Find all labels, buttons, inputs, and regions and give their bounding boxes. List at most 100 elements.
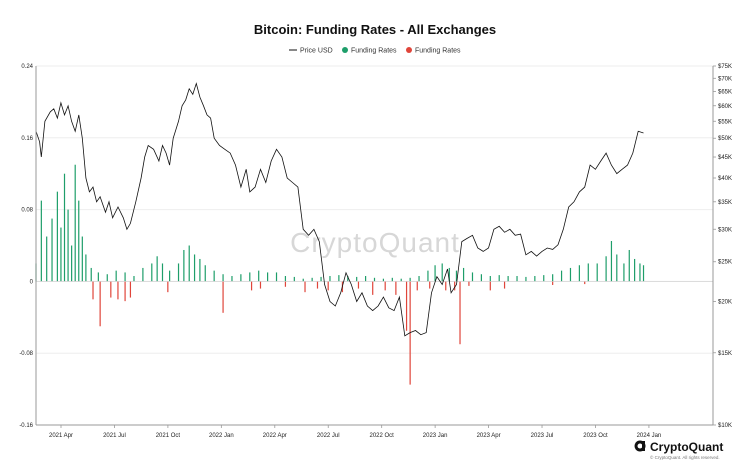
funding-bar-positive — [338, 275, 340, 282]
right-tick-label: $10K — [718, 423, 732, 429]
funding-bar-negative — [384, 281, 386, 291]
right-tick-label: $15K — [718, 351, 732, 357]
funding-bar-negative — [372, 281, 374, 295]
funding-bar-negative — [503, 281, 506, 289]
right-tick-label: $50K — [718, 136, 732, 142]
left-axis: 0.24 0.16 0.08 0 -0.08 -0.16 — [19, 64, 33, 429]
funding-bar-negative — [99, 281, 101, 327]
funding-bar-positive — [329, 276, 331, 282]
funding-bar-positive — [480, 274, 482, 282]
funding-bar-positive — [578, 265, 580, 282]
x-tick-label: 2022 Oct — [370, 433, 395, 439]
funding-bar-positive — [81, 236, 83, 282]
x-tick-label: 2022 Jul — [317, 433, 340, 439]
legend-green-dot-icon — [342, 47, 348, 53]
funding-bar-positive — [623, 263, 625, 282]
funding-bar-positive — [177, 263, 180, 282]
funding-bar-positive — [610, 241, 613, 282]
funding-bar-positive — [616, 254, 618, 282]
right-tick-label: $25K — [718, 260, 732, 266]
x-tick-label: 2021 Jul — [103, 433, 126, 439]
funding-bar-positive — [249, 272, 251, 282]
funding-bar-positive — [46, 236, 48, 282]
funding-bar-negative — [552, 281, 554, 285]
left-tick-label: 0 — [30, 279, 34, 285]
funding-bar-positive — [441, 263, 443, 282]
funding-bar-positive — [74, 164, 76, 282]
funding-bar-negative — [357, 281, 360, 289]
right-tick-label: $60K — [718, 104, 732, 110]
watermark: CryptoQuant — [290, 227, 460, 258]
funding-bar-positive — [142, 267, 144, 282]
right-tick-label: $70K — [718, 76, 732, 82]
funding-bar-positive — [293, 276, 295, 282]
right-tick-label: $40K — [718, 176, 732, 182]
funding-bar-positive — [516, 276, 518, 282]
funding-bar-positive — [382, 278, 385, 282]
funding-bar-positive — [222, 274, 224, 282]
funding-bar-positive — [85, 254, 87, 282]
funding-bar-positive — [642, 265, 645, 282]
funding-bar-negative — [416, 281, 418, 291]
chart-legend: Price USD Funding Rates Funding Rates — [289, 47, 461, 55]
funding-bar-positive — [90, 267, 92, 282]
funding-bar-negative — [259, 281, 262, 289]
funding-bar-positive — [427, 270, 429, 282]
legend-red-dot-icon — [406, 47, 412, 53]
price-line — [35, 82, 644, 337]
funding-bar-positive — [97, 272, 99, 282]
brand-copyright: © CryptoQuant. All rights reserved. — [650, 454, 720, 460]
x-tick-label: 2024 Jan — [637, 433, 662, 439]
funding-bar-positive — [213, 270, 215, 282]
funding-bar-positive — [525, 276, 527, 282]
funding-bar-positive — [462, 267, 465, 282]
x-tick-label: 2021 Oct — [156, 433, 181, 439]
funding-bar-positive — [71, 245, 73, 282]
funding-bar-positive — [156, 256, 158, 282]
funding-bar-positive — [560, 270, 563, 282]
left-tick-label: 0.16 — [21, 136, 33, 142]
funding-bar-positive — [275, 272, 278, 282]
funding-bar-positive — [56, 191, 58, 282]
funding-bar-negative — [316, 281, 319, 289]
funding-bar-negative — [454, 281, 456, 291]
funding-bar-positive — [258, 270, 260, 282]
left-tick-label: -0.08 — [19, 351, 33, 357]
funding-bar-positive — [489, 276, 491, 282]
funding-bar-negative — [489, 281, 491, 291]
right-axis: $75K $70K $65K $60K $55K $50K $45K $40K $35K $30K… — [713, 64, 732, 429]
funding-bar-positive — [634, 258, 636, 282]
funding-bar-positive — [124, 272, 126, 282]
funding-bar-positive — [471, 272, 474, 282]
funding-bar-positive — [347, 276, 349, 282]
funding-bar-positive — [231, 276, 233, 282]
funding-bar-positive — [534, 276, 536, 282]
funding-bar-positive — [267, 272, 269, 282]
funding-bar-positive — [188, 245, 190, 282]
funding-bar-negative — [124, 281, 126, 302]
funding-bar-negative — [92, 281, 94, 300]
x-tick-label: 2022 Jan — [209, 433, 234, 439]
funding-bar-positive — [628, 249, 630, 282]
left-tick-label: 0.08 — [21, 208, 33, 214]
funding-bar-negative — [584, 281, 586, 285]
funding-bar-positive — [161, 263, 164, 282]
funding-bar-positive — [169, 270, 171, 282]
funding-bar-negative — [395, 281, 397, 295]
right-tick-label: $45K — [718, 155, 732, 161]
funding-bar-positive — [151, 263, 153, 282]
legend-item-funding-negative: Funding Rates — [415, 48, 461, 55]
funding-bar-positive — [596, 263, 598, 282]
x-tick-label: 2023 Oct — [583, 433, 608, 439]
right-tick-label: $20K — [718, 300, 732, 306]
funding-bar-positive — [320, 276, 322, 282]
legend-item-funding-positive: Funding Rates — [351, 48, 397, 55]
funding-bar-positive — [106, 274, 108, 282]
funding-bar-positive — [240, 274, 242, 282]
funding-bar-positive — [569, 267, 572, 282]
funding-bar-positive — [63, 173, 66, 282]
funding-bar-negative — [459, 281, 461, 345]
right-tick-label: $35K — [718, 200, 732, 206]
funding-bar-positive — [364, 276, 367, 282]
